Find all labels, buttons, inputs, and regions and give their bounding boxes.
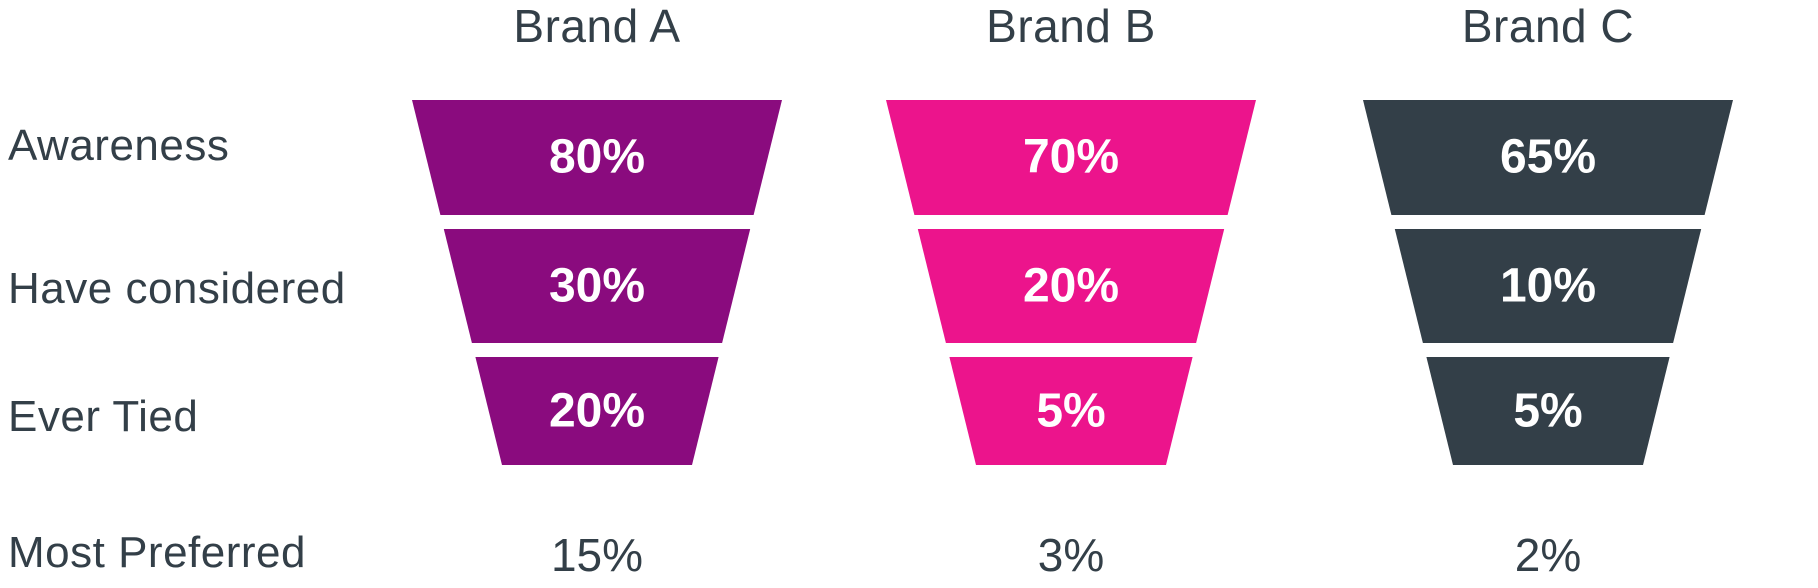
funnel-shape-brand-a bbox=[412, 100, 782, 465]
funnel-shape-brand-b bbox=[886, 100, 1256, 465]
brand-b-considered-value: 20% bbox=[1022, 259, 1120, 313]
funnel-segment-shape bbox=[949, 357, 1193, 465]
brand-b-most-preferred-value: 3% bbox=[1037, 529, 1105, 581]
funnel-segment-shape bbox=[1363, 100, 1733, 215]
funnel-segment-shape bbox=[475, 357, 719, 465]
brand-b-ever-tied-value: 5% bbox=[1036, 384, 1106, 438]
funnel-shape-brand-c bbox=[1363, 100, 1733, 465]
stage-label-most-preferred: Most Preferred bbox=[8, 528, 306, 577]
brand-b-awareness-value: 70% bbox=[1022, 130, 1120, 184]
funnel-segment-shape bbox=[1394, 229, 1702, 343]
stage-label-awareness: Awareness bbox=[8, 121, 230, 170]
brand-c-awareness-value: 65% bbox=[1499, 130, 1597, 184]
stage-label-ever-tied: Ever Tied bbox=[8, 392, 199, 441]
funnel-segment-shape bbox=[412, 100, 782, 215]
brand-a-considered-value: 30% bbox=[548, 259, 646, 313]
brand-a-awareness-value: 80% bbox=[548, 130, 646, 184]
brand-a-ever-tied-value: 20% bbox=[548, 384, 646, 438]
brand-c-considered-value: 10% bbox=[1499, 259, 1597, 313]
funnel-segment-shape bbox=[1426, 357, 1670, 465]
funnel-segment-shape bbox=[917, 229, 1225, 343]
stage-label-have-considered: Have considered bbox=[8, 264, 346, 313]
funnel-segment-shape bbox=[443, 229, 751, 343]
brand-a-most-preferred-value: 15% bbox=[550, 529, 644, 581]
brand-b-title: Brand B bbox=[986, 0, 1156, 52]
funnel-segment-shape bbox=[886, 100, 1256, 215]
brand-a-title: Brand A bbox=[513, 0, 681, 52]
brand-c-ever-tied-value: 5% bbox=[1513, 384, 1583, 438]
brand-c-title: Brand C bbox=[1461, 0, 1635, 52]
brand-c-most-preferred-value: 2% bbox=[1514, 529, 1582, 581]
